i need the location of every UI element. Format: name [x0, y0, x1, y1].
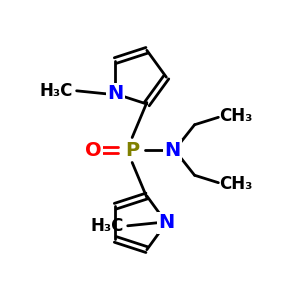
Text: H₃C: H₃C: [91, 217, 124, 235]
Text: N: N: [164, 140, 180, 160]
Text: O: O: [85, 140, 102, 160]
Text: CH₃: CH₃: [220, 107, 253, 125]
Text: N: N: [158, 213, 175, 232]
Text: N: N: [107, 84, 123, 103]
Text: P: P: [125, 140, 139, 160]
Text: CH₃: CH₃: [220, 175, 253, 193]
Text: H₃C: H₃C: [39, 82, 73, 100]
